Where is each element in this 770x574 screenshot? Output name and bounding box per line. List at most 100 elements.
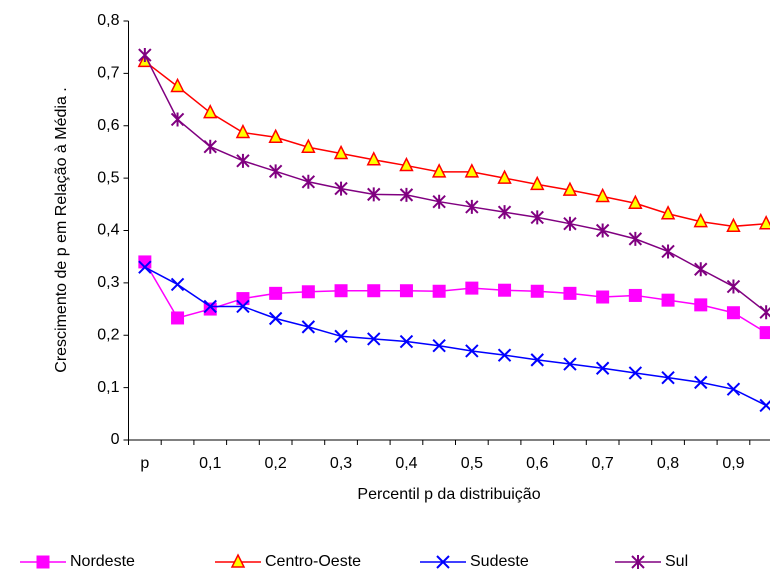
data-point <box>694 375 708 390</box>
data-point <box>203 139 217 154</box>
marker-shape <box>628 231 643 246</box>
data-point <box>367 284 381 298</box>
y-tick-label: 0,6 <box>97 117 119 134</box>
legend-label: Sul <box>665 553 688 570</box>
data-point <box>726 382 741 396</box>
marker-shape <box>170 277 185 292</box>
marker-shape <box>530 284 544 298</box>
data-point <box>759 326 770 340</box>
marker-shape <box>203 299 217 314</box>
data-point <box>432 194 446 209</box>
marker-shape <box>367 284 381 298</box>
data-point <box>465 281 479 295</box>
data-point <box>628 231 643 246</box>
data-point <box>694 298 708 312</box>
marker-shape <box>36 555 50 569</box>
marker-shape <box>498 283 512 297</box>
data-point <box>138 260 152 274</box>
data-point <box>530 353 544 367</box>
data-point <box>334 329 348 344</box>
y-tick-label: 0 <box>111 431 120 448</box>
marker-shape <box>530 175 545 191</box>
data-point <box>334 181 348 196</box>
data-point <box>498 283 512 297</box>
marker-shape <box>436 555 450 569</box>
data-point <box>334 284 348 298</box>
marker-shape <box>334 181 348 196</box>
data-point <box>399 284 413 298</box>
data-point <box>595 223 610 238</box>
marker-shape <box>693 212 708 228</box>
marker-shape <box>269 286 283 300</box>
series-line <box>144 60 767 228</box>
marker-shape <box>563 357 577 371</box>
data-point <box>170 277 185 292</box>
data-point <box>269 286 283 300</box>
legend-marker <box>36 555 50 569</box>
marker-shape <box>465 199 479 214</box>
data-point <box>759 305 770 320</box>
marker-shape <box>595 361 610 375</box>
data-point <box>236 299 250 314</box>
data-point <box>465 199 479 214</box>
data-point <box>170 77 185 93</box>
y-tick-label: 0,2 <box>97 326 119 343</box>
data-point <box>367 187 381 202</box>
y-tick-label: 0,1 <box>97 379 119 396</box>
x-tick-label: 0,4 <box>395 455 417 472</box>
data-point <box>693 212 708 228</box>
marker-shape <box>759 326 770 340</box>
marker-shape <box>726 217 741 233</box>
data-point <box>497 348 512 362</box>
marker-shape <box>432 194 446 209</box>
data-point <box>562 181 578 196</box>
y-tick-label: 0,5 <box>97 169 119 186</box>
data-point <box>530 284 544 298</box>
data-point <box>464 163 480 178</box>
data-point <box>432 284 446 298</box>
marker-shape <box>562 181 578 196</box>
data-point <box>236 153 250 168</box>
data-point <box>497 205 512 220</box>
marker-shape <box>170 77 185 93</box>
data-point <box>170 112 185 127</box>
marker-shape <box>399 284 413 298</box>
marker-shape <box>301 285 315 299</box>
data-point <box>497 169 512 184</box>
data-point <box>301 174 316 189</box>
data-point <box>465 344 479 358</box>
data-point <box>661 293 675 307</box>
marker-shape <box>563 286 577 300</box>
x-tick-label: 0,5 <box>461 455 483 472</box>
marker-shape <box>465 281 479 295</box>
legend-label: Centro-Oeste <box>265 553 361 570</box>
marker-shape <box>694 375 708 390</box>
data-point <box>661 244 675 259</box>
marker-shape <box>661 370 675 385</box>
marker-shape <box>694 298 708 312</box>
data-point <box>203 302 217 316</box>
data-point <box>399 187 414 202</box>
marker-shape <box>138 260 152 274</box>
marker-shape <box>563 216 577 231</box>
y-tick-label: 0,3 <box>97 274 119 291</box>
marker-shape <box>399 187 414 202</box>
data-point <box>628 366 643 380</box>
data-point <box>726 306 740 320</box>
y-axis-label: Crescimento de p em Relação à Média . <box>53 87 70 372</box>
data-point <box>628 288 642 302</box>
marker-shape <box>334 284 348 298</box>
y-tick-label: 0,7 <box>97 65 119 82</box>
data-point <box>333 144 349 160</box>
y-tick-label: 0,8 <box>97 12 119 29</box>
data-point <box>563 357 577 371</box>
marker-shape <box>268 311 283 326</box>
marker-shape <box>628 366 643 380</box>
data-point <box>596 290 610 304</box>
marker-shape <box>530 353 544 367</box>
data-point <box>301 285 315 299</box>
data-point <box>661 370 675 385</box>
data-point <box>530 210 544 225</box>
data-point <box>301 320 316 334</box>
x-tick-label: p <box>140 455 149 472</box>
